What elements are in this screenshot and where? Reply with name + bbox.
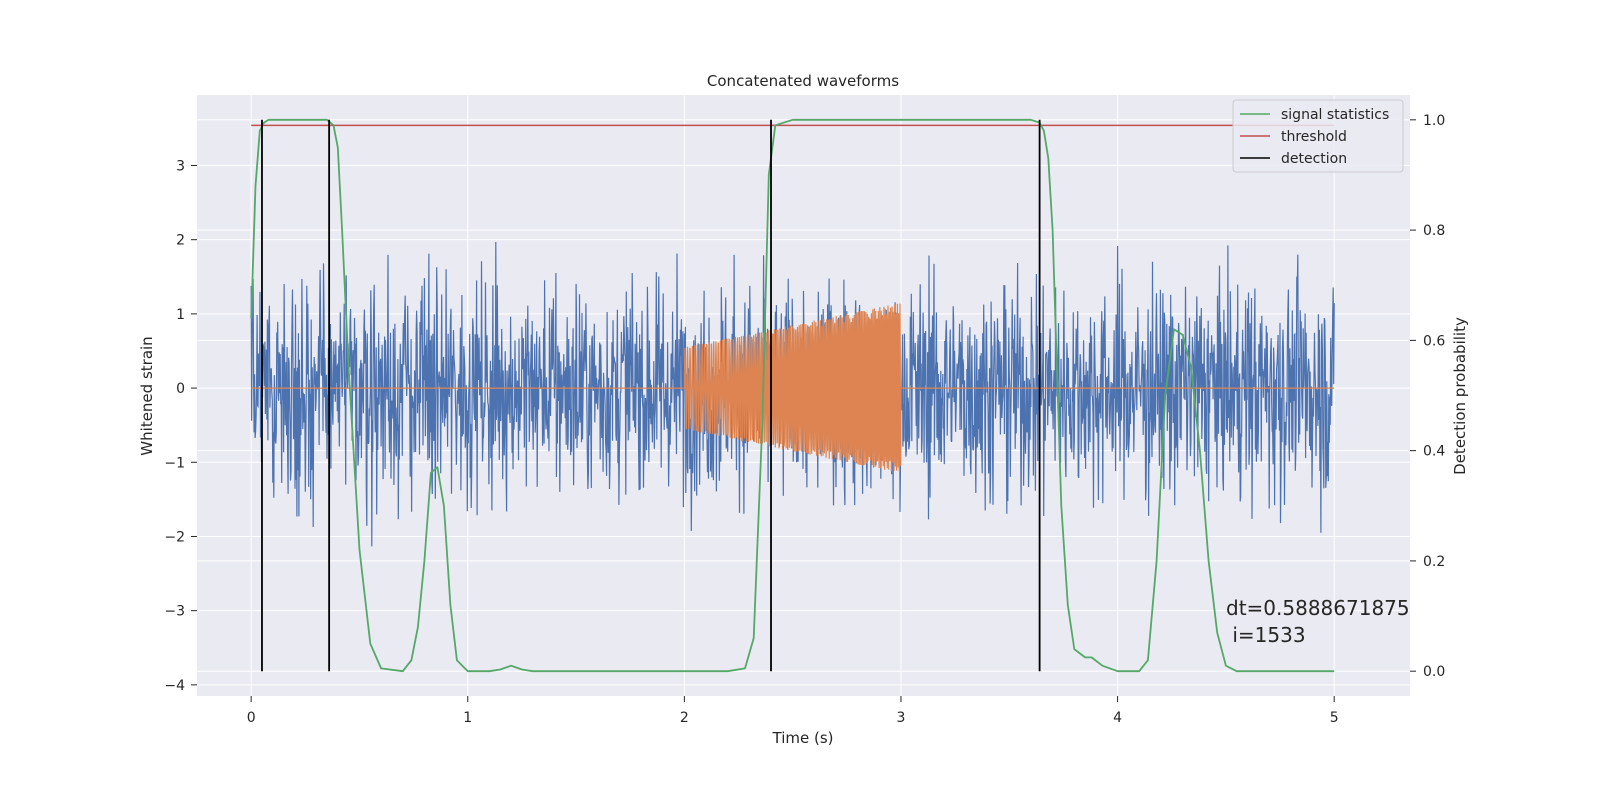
signal-statistics-line bbox=[250, 118, 1335, 673]
y-right-tick-label: 0.6 bbox=[1423, 333, 1445, 349]
x-tick-label: 3 bbox=[897, 710, 906, 726]
y-left-tick-label: −1 bbox=[164, 455, 185, 471]
legend-label-detection: detection bbox=[1281, 151, 1347, 167]
x-tick-label: 2 bbox=[680, 710, 689, 726]
data-layer bbox=[250, 118, 1335, 673]
y-left-tick-label: −3 bbox=[164, 604, 185, 620]
y-right-tick-label: 0.4 bbox=[1423, 444, 1445, 460]
left-y-axis-label: Whitened strain bbox=[138, 336, 156, 455]
annotation-index: i=1533 bbox=[1226, 623, 1306, 647]
right-y-axis-ticks: 1.0 0.8 0.6 0.4 0.2 0.0 bbox=[1410, 113, 1445, 680]
left-y-axis-ticks: 3 2 1 0 −1 −2 −3 −4 bbox=[164, 158, 197, 694]
y-right-tick-label: 0.2 bbox=[1423, 554, 1445, 570]
y-right-tick-label: 0.8 bbox=[1423, 223, 1445, 239]
x-tick-label: 0 bbox=[247, 710, 256, 726]
y-left-tick-label: 1 bbox=[176, 307, 185, 323]
y-left-tick-label: 0 bbox=[176, 381, 185, 397]
legend-label-threshold: threshold bbox=[1281, 129, 1347, 145]
y-right-tick-label: 0.0 bbox=[1423, 664, 1445, 680]
x-tick-label: 4 bbox=[1113, 710, 1122, 726]
y-right-tick-label: 1.0 bbox=[1423, 113, 1445, 129]
y-left-tick-label: −4 bbox=[164, 678, 185, 694]
injected-signal-line bbox=[251, 303, 1335, 472]
y-left-tick-label: 2 bbox=[176, 233, 185, 249]
legend: signal statistics threshold detection bbox=[1232, 99, 1404, 173]
y-left-tick-label: 3 bbox=[176, 158, 185, 174]
legend-label-signal-statistics: signal statistics bbox=[1281, 107, 1389, 123]
chart-title: Concatenated waveforms bbox=[707, 72, 899, 90]
x-tick-label: 1 bbox=[463, 710, 472, 726]
y-left-tick-label: −2 bbox=[164, 529, 185, 545]
annotation-dt: dt=0.5888671875 bbox=[1226, 596, 1410, 620]
right-y-axis-label: Detection probability bbox=[1451, 317, 1469, 475]
x-axis-label: Time (s) bbox=[772, 729, 834, 747]
x-tick-label: 5 bbox=[1330, 710, 1339, 726]
legend-box bbox=[1232, 99, 1404, 173]
x-axis-ticks: 0 1 2 3 4 5 bbox=[247, 696, 1339, 726]
